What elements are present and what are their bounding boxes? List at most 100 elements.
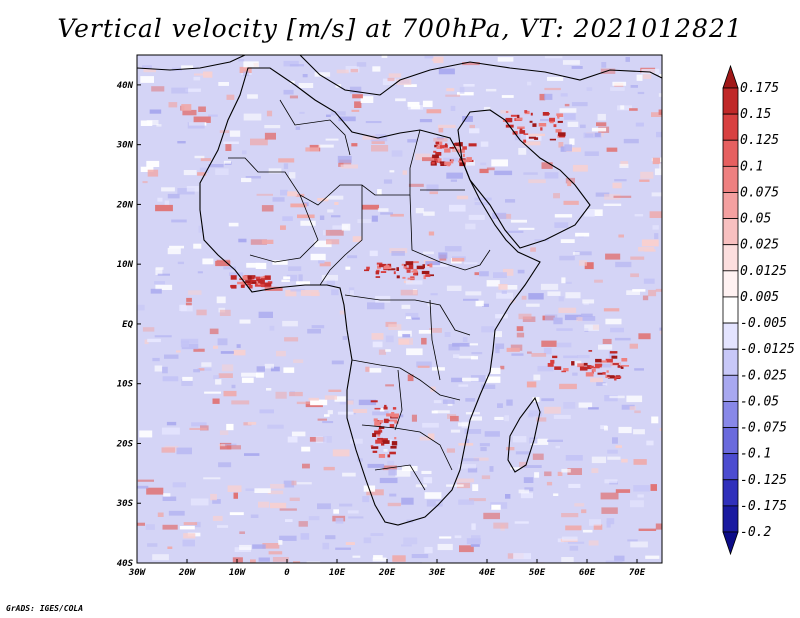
field-patch <box>342 336 348 340</box>
field-patch <box>378 426 385 429</box>
field-patch <box>656 131 662 138</box>
field-patch <box>591 456 606 464</box>
field-patch <box>139 430 153 438</box>
field-patch <box>403 537 418 545</box>
field-patch <box>279 535 297 541</box>
field-patch <box>597 113 606 121</box>
field-patch <box>518 227 535 230</box>
field-patch <box>291 431 306 437</box>
field-patch <box>490 367 501 374</box>
field-patch <box>388 324 402 330</box>
field-patch <box>323 436 332 443</box>
field-patch <box>463 84 475 87</box>
field-patch <box>314 72 331 77</box>
field-patch <box>449 204 466 212</box>
field-patch <box>365 366 370 372</box>
field-patch <box>469 124 475 129</box>
field-patch <box>231 400 250 405</box>
field-patch <box>431 263 448 267</box>
field-patch <box>311 292 320 297</box>
field-patch <box>262 543 280 549</box>
field-patch <box>621 404 635 410</box>
field-patch <box>290 80 295 85</box>
x-tick-label: 50E <box>529 568 546 578</box>
x-tick-label: 20W <box>178 568 197 578</box>
field-patch <box>380 212 393 215</box>
field-patch <box>575 251 592 256</box>
field-patch <box>446 285 462 291</box>
field-patch <box>389 493 397 497</box>
field-patch <box>429 190 438 195</box>
field-patch <box>216 296 226 304</box>
field-patch <box>405 261 414 266</box>
field-patch <box>607 375 614 377</box>
field-patch <box>453 142 457 146</box>
field-patch <box>378 420 384 423</box>
field-patch <box>351 109 360 112</box>
field-patch <box>406 348 423 356</box>
field-patch <box>423 251 434 255</box>
field-patch <box>495 346 500 354</box>
field-patch <box>587 209 603 216</box>
field-patch <box>563 200 579 205</box>
field-patch <box>389 170 395 173</box>
field-patch <box>492 212 507 219</box>
field-patch <box>661 372 662 376</box>
field-patch <box>379 408 385 412</box>
field-patch <box>615 445 622 448</box>
field-patch <box>581 509 587 514</box>
field-patch <box>601 507 618 514</box>
field-patch <box>422 264 425 269</box>
field-patch <box>371 333 384 340</box>
field-patch <box>297 214 315 219</box>
field-patch <box>411 414 417 422</box>
field-patch <box>531 353 547 357</box>
field-patch <box>337 411 354 415</box>
field-patch <box>314 240 332 248</box>
field-patch <box>612 81 627 86</box>
field-patch <box>513 553 531 560</box>
field-patch <box>462 458 480 462</box>
field-patch <box>569 138 575 145</box>
field-patch <box>651 192 662 197</box>
field-patch <box>382 78 397 86</box>
field-patch <box>634 368 644 371</box>
field-patch <box>629 500 644 508</box>
field-patch <box>152 554 169 561</box>
field-patch <box>306 561 321 563</box>
field-patch <box>608 352 616 358</box>
field-patch <box>638 247 655 252</box>
field-patch <box>614 179 627 182</box>
field-patch <box>162 376 179 382</box>
field-patch <box>228 222 239 227</box>
field-patch <box>268 168 282 174</box>
field-patch <box>142 181 148 184</box>
field-patch <box>472 484 479 491</box>
field-patch <box>584 151 599 156</box>
field-patch <box>556 342 572 348</box>
field-patch <box>285 290 297 297</box>
field-patch <box>641 68 660 75</box>
x-tick-label: 10W <box>229 568 247 578</box>
field-patch <box>388 469 397 476</box>
field-patch <box>465 223 476 230</box>
field-patch <box>331 289 339 296</box>
field-patch <box>440 145 445 149</box>
field-patch <box>140 76 154 83</box>
field-patch <box>564 314 582 321</box>
field-patch <box>326 195 344 200</box>
field-patch <box>283 480 295 488</box>
field-patch <box>424 55 434 59</box>
field-patch <box>298 274 303 282</box>
field-patch <box>494 170 513 176</box>
field-patch <box>275 391 287 399</box>
field-patch <box>258 311 273 318</box>
field-patch <box>559 108 577 113</box>
field-patch <box>555 129 562 133</box>
field-patch <box>147 543 158 547</box>
field-patch <box>317 503 331 510</box>
field-patch <box>430 293 438 296</box>
field-patch <box>637 494 644 498</box>
field-patch <box>427 433 435 440</box>
